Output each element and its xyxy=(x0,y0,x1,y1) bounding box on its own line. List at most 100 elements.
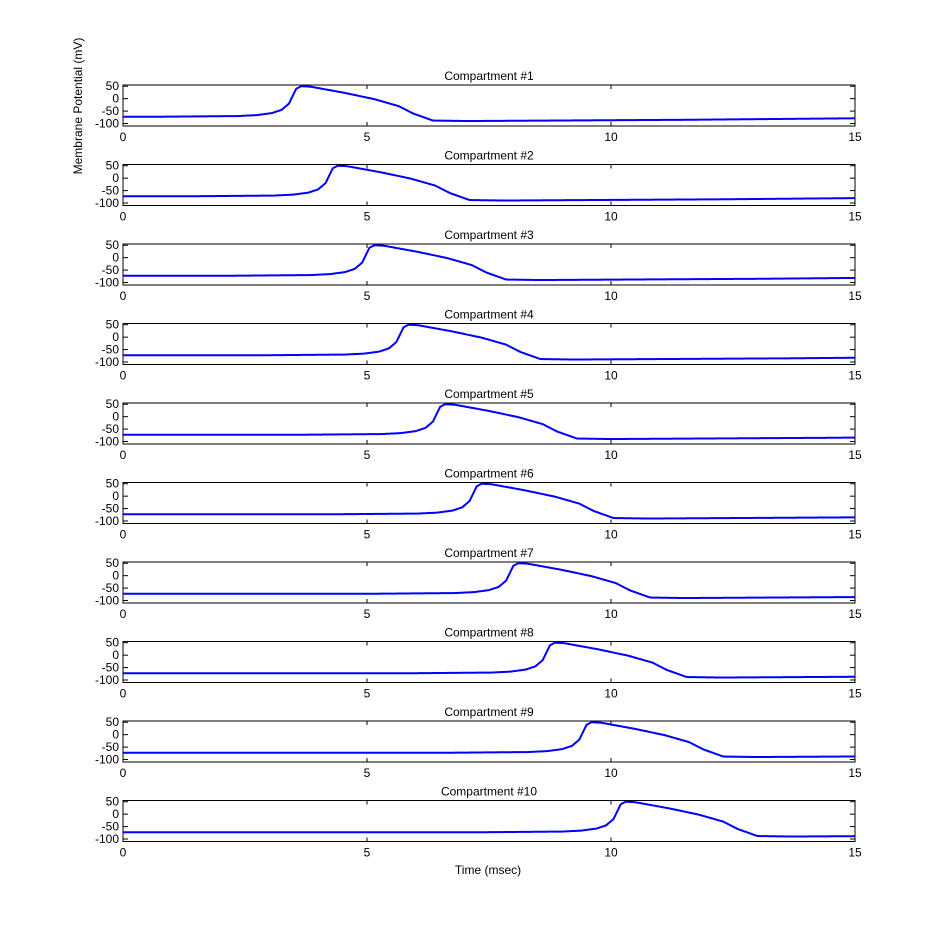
x-tick-label: 5 xyxy=(364,607,371,621)
y-tick-label: -100 xyxy=(95,196,119,210)
x-tick-label: 10 xyxy=(604,369,618,383)
x-tick-label: 15 xyxy=(848,528,862,542)
subplot-title: Compartment #6 xyxy=(444,467,534,481)
x-tick-label: 15 xyxy=(848,766,862,780)
y-tick-label: -100 xyxy=(95,514,119,528)
x-tick-label: 10 xyxy=(604,846,618,860)
subplot-title: Compartment #3 xyxy=(444,228,534,242)
axes-box xyxy=(122,243,856,286)
x-tick-label: 0 xyxy=(120,289,127,303)
x-tick-label: 10 xyxy=(604,210,618,224)
x-tick-label: 15 xyxy=(848,369,862,383)
y-tick-label: -50 xyxy=(102,263,120,277)
membrane-potential-line xyxy=(123,800,856,838)
membrane-potential-line xyxy=(123,323,856,361)
x-tick-label: 0 xyxy=(120,607,127,621)
y-tick-label: -100 xyxy=(95,117,119,131)
subplot-title: Compartment #5 xyxy=(444,387,534,401)
membrane-potential-line xyxy=(123,403,856,441)
y-tick-label: 50 xyxy=(106,477,120,491)
x-tick-label: 10 xyxy=(604,130,618,144)
x-tick-label: 0 xyxy=(120,846,127,860)
subplot-title: Compartment #7 xyxy=(444,546,534,560)
x-axis-label: Time (msec) xyxy=(455,863,521,877)
x-tick-label: 10 xyxy=(604,289,618,303)
x-tick-label: 15 xyxy=(848,846,862,860)
panels-container: Compartment #10 5 10 15500-50-100Compartmen… xyxy=(95,69,862,860)
x-tick-label: 5 xyxy=(364,369,371,383)
x-tick-label: 5 xyxy=(364,130,371,144)
axes-box xyxy=(122,641,856,683)
x-tick-label: 10 xyxy=(604,687,618,701)
x-tick-label: 15 xyxy=(848,210,862,224)
y-tick-label: 0 xyxy=(112,251,119,265)
x-tick-label: 0 xyxy=(120,210,127,224)
y-tick-label: -100 xyxy=(95,594,119,608)
membrane-potential-line xyxy=(123,562,856,600)
membrane-potential-line xyxy=(123,164,856,202)
y-tick-label: -100 xyxy=(95,753,119,767)
y-tick-label: -50 xyxy=(102,661,120,675)
membrane-potential-line xyxy=(123,721,856,759)
y-tick-label: -50 xyxy=(102,820,120,834)
y-tick-label: -100 xyxy=(95,355,119,369)
y-tick-label: 0 xyxy=(112,92,119,106)
y-tick-label: -50 xyxy=(102,422,120,436)
y-tick-label: 50 xyxy=(106,795,120,809)
y-tick-label: 50 xyxy=(106,636,120,650)
y-tick-label: -50 xyxy=(102,502,120,516)
y-tick-label: -50 xyxy=(102,104,120,118)
y-tick-label: 0 xyxy=(112,330,119,344)
x-tick-label: 10 xyxy=(604,448,618,462)
y-tick-label: -100 xyxy=(95,435,119,449)
y-tick-label: 50 xyxy=(106,556,120,570)
y-tick-label: -100 xyxy=(95,673,119,687)
membrane-potential-line xyxy=(123,85,856,123)
x-tick-label: 0 xyxy=(120,448,127,462)
y-tick-label: 50 xyxy=(106,318,120,332)
y-tick-label: 50 xyxy=(106,397,120,411)
membrane-potential-line xyxy=(123,244,856,282)
x-tick-label: 15 xyxy=(848,687,862,701)
axes-box xyxy=(122,561,856,604)
x-tick-label: 5 xyxy=(364,846,371,860)
subplot-title: Compartment #8 xyxy=(444,626,534,640)
y-tick-label: -50 xyxy=(102,343,120,357)
x-tick-label: 5 xyxy=(364,448,371,462)
x-tick-label: 0 xyxy=(120,766,127,780)
axes-box xyxy=(122,164,856,206)
x-tick-label: 5 xyxy=(364,528,371,542)
x-tick-label: 15 xyxy=(848,130,862,144)
x-tick-label: 0 xyxy=(120,130,127,144)
y-tick-label: 0 xyxy=(112,410,119,424)
y-tick-label: -100 xyxy=(95,832,119,846)
x-tick-label: 5 xyxy=(364,289,371,303)
membrane-potential-line xyxy=(123,482,855,520)
x-tick-label: 0 xyxy=(120,528,127,542)
membrane-potential-line xyxy=(123,641,856,679)
x-tick-label: 10 xyxy=(604,766,618,780)
y-tick-label: 50 xyxy=(106,79,120,93)
axes-box xyxy=(122,482,856,524)
y-axis-label: Membrane Potential (mV) xyxy=(71,38,85,175)
axes-box xyxy=(122,402,856,445)
x-tick-label: 10 xyxy=(604,528,618,542)
x-tick-label: 0 xyxy=(120,687,127,701)
x-tick-label: 15 xyxy=(848,448,862,462)
subplot-title: Compartment #9 xyxy=(444,705,534,719)
subplot-title: Compartment #1 xyxy=(444,69,534,83)
y-tick-label: 0 xyxy=(112,569,119,583)
axes-box xyxy=(122,84,856,127)
y-tick-label: 50 xyxy=(106,238,120,252)
x-tick-label: 10 xyxy=(604,607,618,621)
x-tick-label: 5 xyxy=(364,687,371,701)
